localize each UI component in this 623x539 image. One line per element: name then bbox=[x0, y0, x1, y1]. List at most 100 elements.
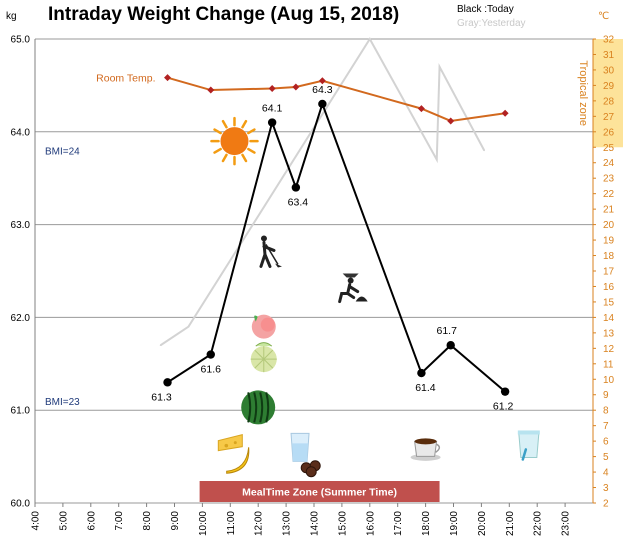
x-tick-label: 4:00 bbox=[31, 511, 42, 531]
x-tick-label: 16:00 bbox=[365, 511, 376, 536]
x-tick-label: 7:00 bbox=[114, 511, 125, 531]
chocolate-icon bbox=[300, 460, 321, 478]
y-right-tick-label: 8 bbox=[603, 406, 609, 417]
data-label-today: 61.4 bbox=[415, 382, 436, 394]
y-right-tick-label: 17 bbox=[603, 267, 615, 278]
y-right-tick-label: 32 bbox=[603, 35, 615, 46]
x-tick-label: 22:00 bbox=[533, 511, 544, 536]
left-axis-unit: kg bbox=[6, 11, 17, 22]
y-left-tick-label: 61.0 bbox=[11, 406, 31, 417]
point-room-temp bbox=[164, 74, 172, 82]
y-right-tick-label: 13 bbox=[603, 328, 615, 339]
x-tick-label: 23:00 bbox=[561, 511, 572, 536]
point-room-temp bbox=[268, 84, 276, 92]
series-line-yesterday bbox=[159, 37, 486, 347]
y-right-tick-label: 11 bbox=[603, 359, 614, 370]
meal-zone-label: MealTime Zone (Summer Time) bbox=[242, 487, 397, 499]
point-today bbox=[163, 378, 172, 387]
y-left-tick-label: 62.0 bbox=[11, 313, 31, 324]
y-right-tick-label: 23 bbox=[603, 174, 615, 185]
tropical-zone-label: Tropical zone bbox=[577, 60, 589, 126]
point-room-temp bbox=[501, 109, 509, 117]
y-right-tick-label: 6 bbox=[603, 437, 609, 448]
tropical-zone-band bbox=[593, 39, 623, 148]
y-right-tick-label: 9 bbox=[603, 390, 609, 401]
point-today bbox=[500, 387, 510, 396]
data-label-today: 61.3 bbox=[151, 391, 172, 403]
point-room-temp bbox=[207, 86, 215, 94]
data-label-today: 61.2 bbox=[493, 401, 514, 413]
room-temp-label: Room Temp. bbox=[96, 73, 155, 85]
x-tick-label: 8:00 bbox=[142, 511, 153, 531]
x-tick-label: 10:00 bbox=[198, 511, 209, 536]
x-tick-label: 9:00 bbox=[170, 511, 181, 531]
y-right-tick-label: 28 bbox=[603, 96, 615, 107]
gardening-person-icon bbox=[338, 273, 368, 304]
x-tick-label: 17:00 bbox=[393, 511, 404, 536]
y-right-tick-label: 22 bbox=[603, 189, 615, 200]
point-yesterday bbox=[435, 158, 438, 161]
y-right-tick-label: 19 bbox=[603, 236, 615, 247]
banana-icon bbox=[226, 447, 250, 474]
point-room-temp bbox=[417, 105, 425, 113]
data-label-today: 64.1 bbox=[262, 103, 283, 115]
x-tick-label: 13:00 bbox=[282, 511, 293, 536]
point-yesterday bbox=[438, 66, 441, 68]
sun-icon bbox=[210, 116, 259, 166]
x-tick-label: 12:00 bbox=[254, 511, 265, 536]
y-right-tick-label: 10 bbox=[603, 375, 615, 386]
point-yesterday bbox=[159, 344, 162, 347]
chart-title: Intraday Weight Change (Aug 15, 2018) bbox=[48, 4, 399, 25]
y-right-tick-label: 24 bbox=[603, 158, 615, 169]
x-tick-label: 6:00 bbox=[86, 511, 97, 531]
data-label-today: 64.3 bbox=[312, 84, 333, 96]
point-yesterday bbox=[187, 325, 190, 328]
x-tick-label: 21:00 bbox=[505, 511, 516, 536]
y-left-tick-label: 60.0 bbox=[11, 499, 31, 510]
y-right-tick-label: 3 bbox=[603, 483, 609, 494]
point-today bbox=[267, 118, 277, 127]
y-right-tick-label: 20 bbox=[603, 220, 615, 231]
coffee-cup-icon bbox=[410, 438, 441, 461]
peach-icon bbox=[251, 314, 276, 339]
point-today bbox=[417, 368, 426, 378]
bmi-label: BMI=23 bbox=[45, 397, 80, 408]
x-tick-label: 5:00 bbox=[58, 511, 69, 531]
point-today bbox=[206, 350, 215, 359]
right-axis-unit: ℃ bbox=[598, 11, 609, 22]
y-right-tick-label: 26 bbox=[603, 127, 615, 138]
point-room-temp bbox=[292, 83, 300, 91]
x-tick-label: 18:00 bbox=[421, 511, 432, 536]
meal-zone-bar bbox=[199, 481, 440, 502]
x-tick-label: 14:00 bbox=[310, 511, 321, 536]
point-today bbox=[446, 341, 455, 350]
data-label-today: 61.7 bbox=[436, 325, 457, 337]
y-right-tick-label: 7 bbox=[603, 421, 609, 432]
x-tick-label: 20:00 bbox=[477, 511, 488, 536]
y-left-tick-label: 63.0 bbox=[11, 220, 31, 231]
watermelon-icon bbox=[241, 390, 276, 425]
point-room-temp bbox=[318, 77, 326, 85]
series-line-today bbox=[166, 100, 506, 393]
y-right-tick-label: 25 bbox=[603, 143, 615, 154]
series-line-room-temp bbox=[167, 76, 506, 123]
y-left-tick-label: 65.0 bbox=[11, 35, 31, 46]
y-right-tick-label: 5 bbox=[603, 452, 609, 463]
melon-icon bbox=[250, 342, 277, 373]
point-yesterday bbox=[369, 38, 371, 40]
yogurt-cup-icon bbox=[517, 430, 540, 461]
y-right-tick-label: 18 bbox=[603, 251, 615, 262]
sweeping-person-icon bbox=[259, 235, 282, 268]
legend-yesterday: Gray:Yesterday bbox=[457, 18, 526, 29]
x-tick-label: 11:00 bbox=[226, 511, 237, 536]
y-right-tick-label: 16 bbox=[603, 282, 615, 293]
y-right-tick-label: 27 bbox=[603, 112, 615, 123]
point-yesterday bbox=[483, 149, 485, 152]
x-tick-label: 19:00 bbox=[449, 511, 460, 536]
y-right-tick-label: 2 bbox=[603, 499, 609, 510]
y-right-tick-label: 14 bbox=[603, 313, 615, 324]
point-room-temp bbox=[447, 117, 455, 125]
y-right-tick-label: 31 bbox=[603, 50, 615, 61]
y-right-tick-label: 30 bbox=[603, 65, 615, 76]
